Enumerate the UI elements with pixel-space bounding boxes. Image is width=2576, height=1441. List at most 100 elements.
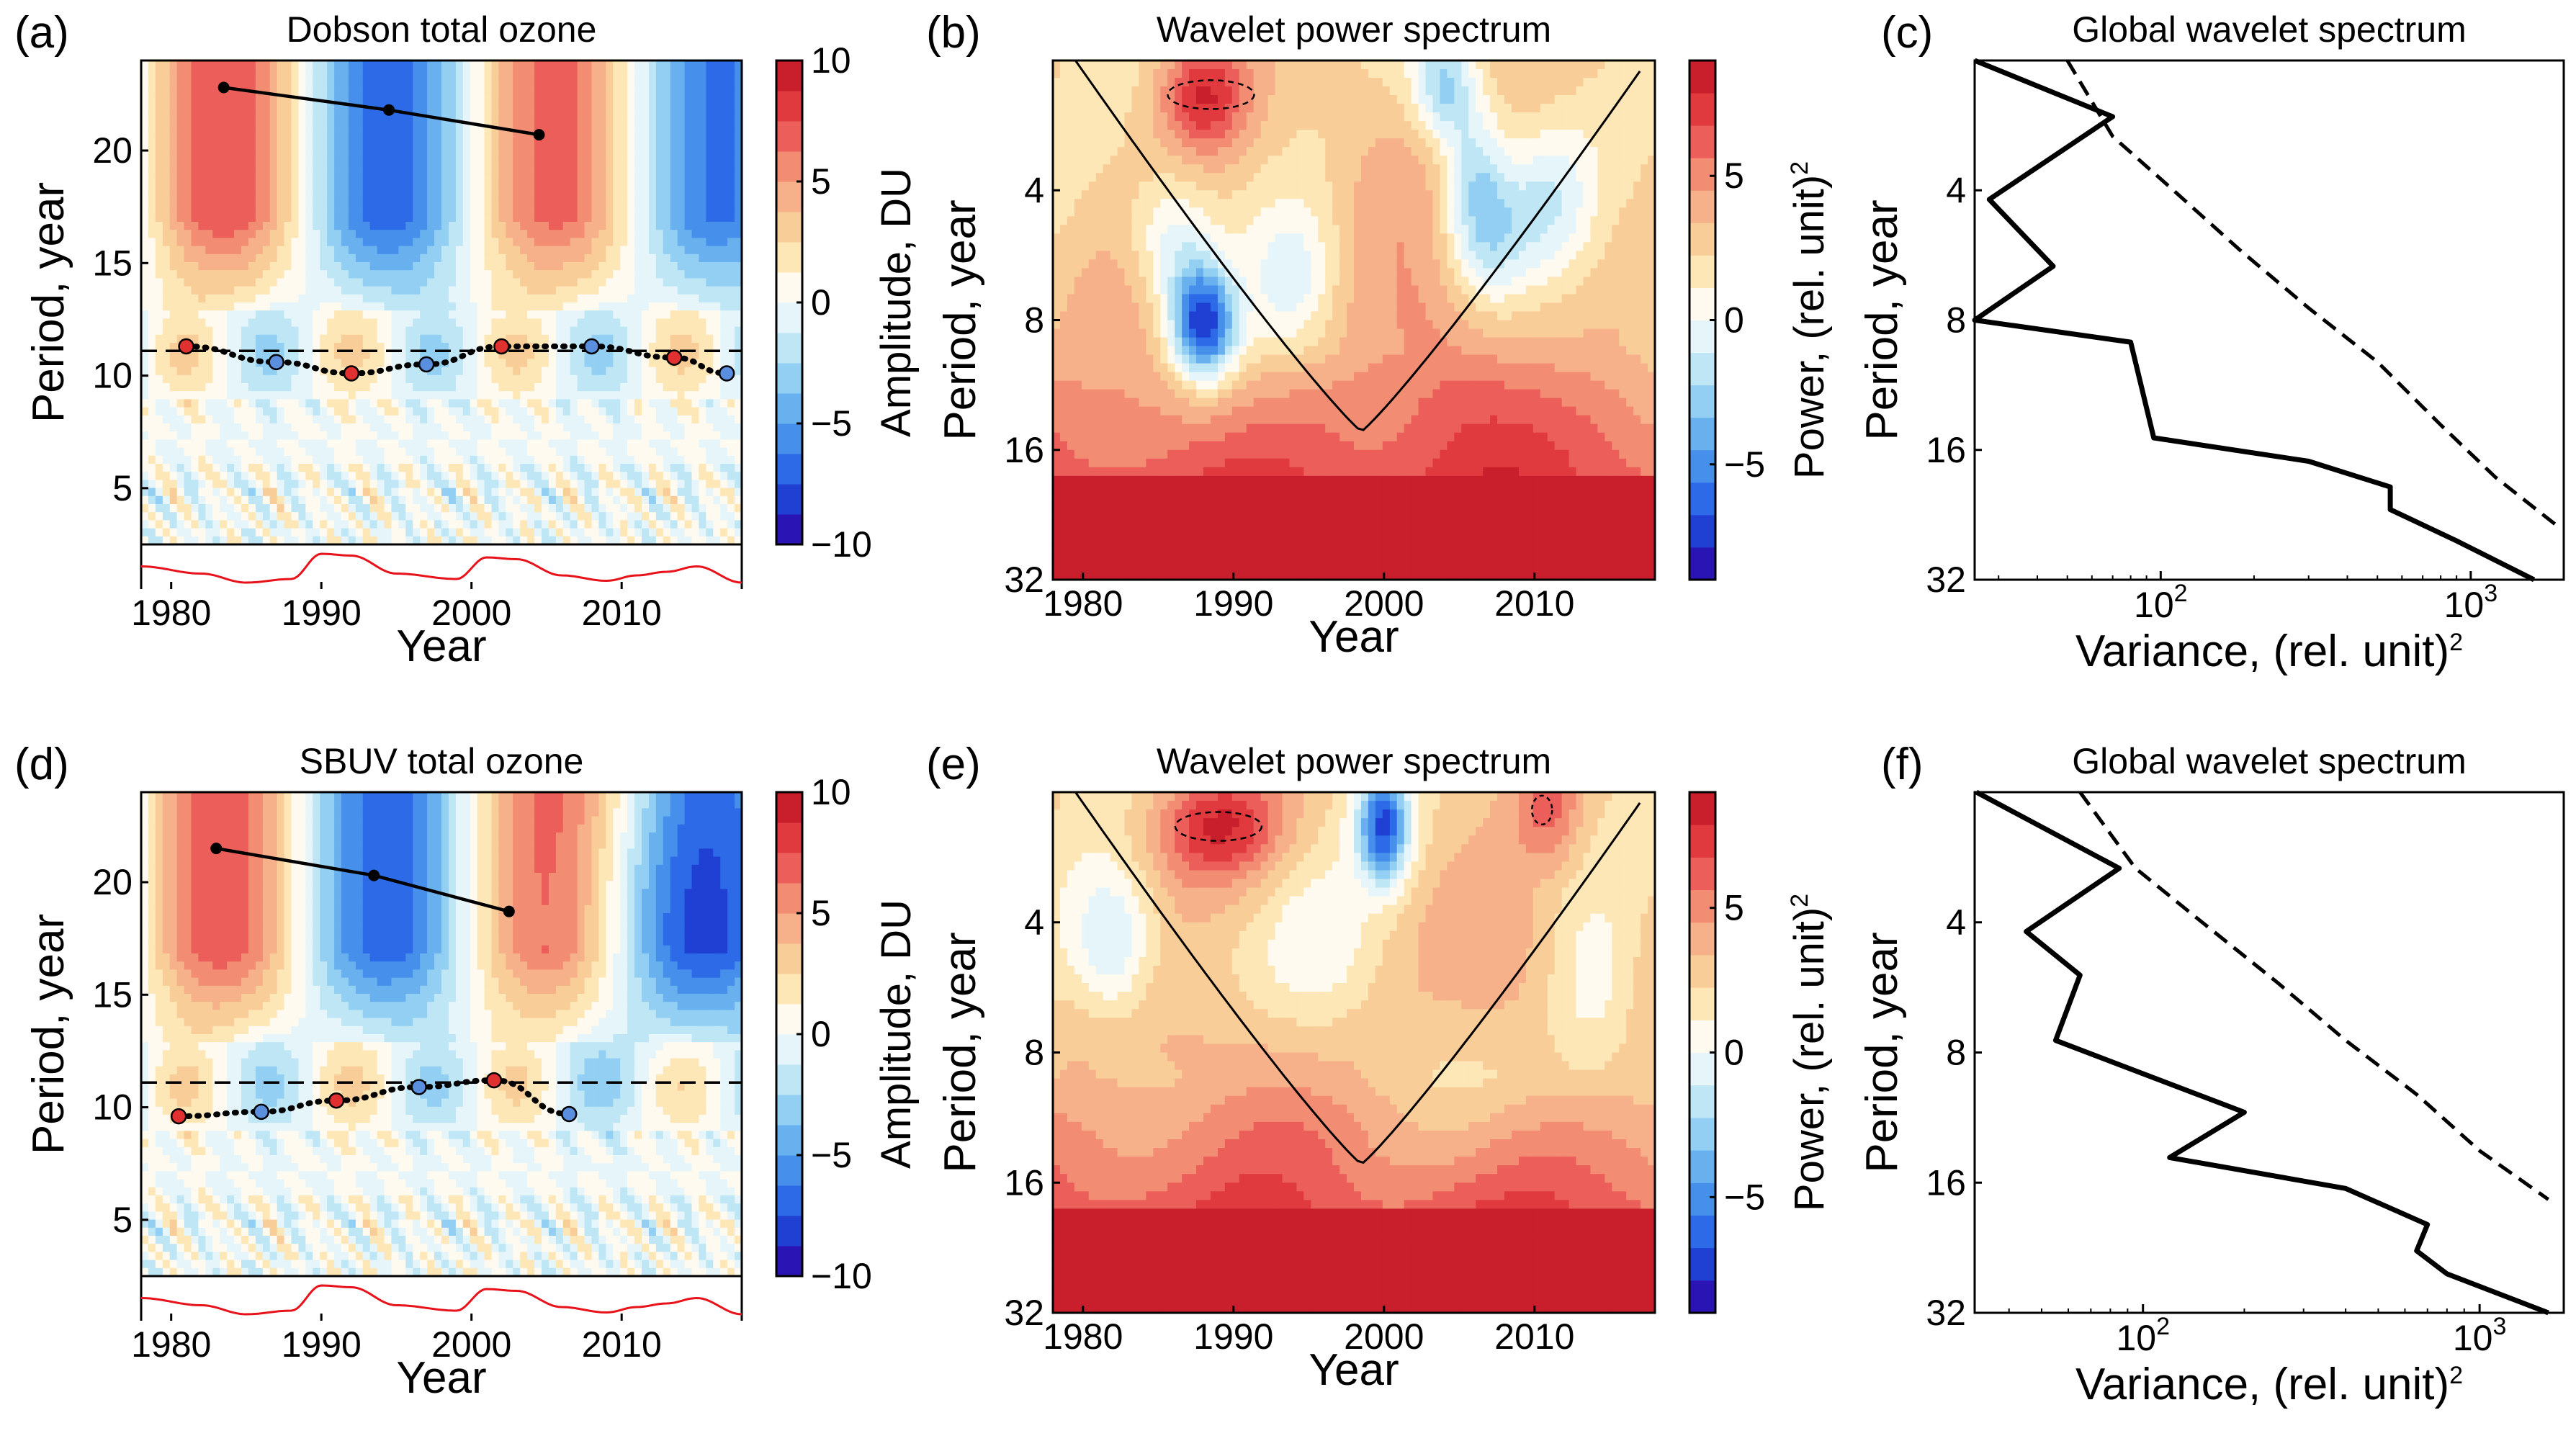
heatmap-cell	[284, 455, 292, 464]
heatmap-cell	[720, 407, 728, 416]
heatmap-cell	[477, 213, 485, 223]
heatmap-cell	[413, 334, 421, 344]
heatmap-cell	[527, 253, 535, 263]
heatmap-cell	[420, 455, 428, 464]
heatmap-cell	[691, 165, 700, 174]
heatmap-cell	[198, 149, 206, 158]
heatmap-cell	[713, 423, 721, 432]
heatmap-cell	[241, 278, 249, 287]
heatmap-cell	[341, 189, 349, 198]
heatmap-cell	[298, 407, 306, 416]
heatmap-cell	[562, 189, 571, 198]
heatmap-cell	[591, 165, 600, 174]
heatmap-cell	[584, 464, 593, 472]
heatmap-cell	[577, 141, 585, 150]
heatmap-cell	[484, 109, 493, 117]
heatmap-cell	[341, 407, 349, 416]
heatmap-cell	[735, 84, 742, 94]
heatmap-cell	[291, 286, 300, 295]
heatmap-cell	[176, 528, 185, 537]
heatmap-cell	[334, 141, 342, 150]
heatmap-cell	[348, 415, 356, 424]
heatmap-cell	[477, 157, 485, 166]
heatmap-cell	[520, 141, 528, 150]
heatmap-cell	[598, 189, 606, 198]
heatmap-cell	[520, 294, 528, 303]
heatmap-cell	[613, 109, 621, 117]
heatmap-cell	[677, 520, 686, 529]
heatmap-cell	[341, 512, 349, 521]
heatmap-cell	[341, 84, 349, 94]
heatmap-cell	[548, 197, 557, 207]
heatmap-cell	[141, 326, 149, 336]
heatmap-cell	[634, 439, 642, 449]
heatmap-cell	[377, 326, 385, 336]
heatmap-cell	[591, 455, 600, 464]
heatmap-cell	[205, 181, 213, 190]
heatmap-cell	[620, 294, 628, 303]
heatmap-cell	[498, 310, 506, 319]
heatmap-cell	[548, 367, 557, 376]
heatmap-cell	[298, 246, 306, 255]
heatmap-cell	[598, 439, 606, 449]
heatmap-cell	[670, 326, 678, 336]
heatmap-cell	[176, 222, 185, 230]
heatmap-cell	[220, 423, 228, 432]
heatmap-cell	[498, 262, 506, 271]
heatmap-cell	[555, 205, 564, 215]
heatmap-cell	[305, 84, 313, 94]
heatmap-cell	[148, 286, 156, 295]
heatmap-cell	[527, 101, 535, 109]
heatmap-cell	[334, 383, 342, 392]
heatmap-cell	[434, 205, 442, 215]
heatmap-cell	[620, 495, 628, 505]
heatmap-cell	[470, 504, 478, 513]
heatmap-cell	[341, 504, 349, 513]
heatmap-cell	[670, 415, 678, 424]
heatmap-cell	[648, 60, 657, 69]
heatmap-cell	[498, 536, 506, 545]
heatmap-cell	[684, 318, 693, 328]
heatmap-cell	[391, 504, 400, 513]
heatmap-cell	[420, 351, 428, 359]
heatmap-cell	[655, 157, 664, 166]
heatmap-cell	[398, 125, 406, 134]
heatmap-cell	[448, 423, 457, 432]
heatmap-cell	[369, 125, 378, 134]
heatmap-cell	[298, 253, 306, 263]
heatmap-cell	[262, 431, 271, 440]
heatmap-cell	[506, 367, 513, 376]
heatmap-cell	[413, 310, 421, 319]
heatmap-cell	[169, 407, 178, 416]
heatmap-cell	[498, 84, 506, 94]
heatmap-cell	[176, 407, 185, 416]
heatmap-cell	[384, 117, 392, 126]
heatmap-cell	[327, 109, 335, 117]
heatmap-cell	[405, 399, 413, 408]
heatmap-cell	[591, 407, 600, 416]
heatmap-cell	[355, 472, 364, 480]
heatmap-cell	[248, 246, 256, 255]
heatmap-cell	[663, 415, 671, 424]
heatmap-cell	[520, 383, 528, 392]
heatmap-cell	[434, 76, 442, 86]
heatmap-cell	[562, 205, 571, 215]
heatmap-cell	[634, 181, 642, 190]
heatmap-cell	[234, 359, 242, 368]
heatmap-cell	[320, 262, 328, 271]
heatmap-cell	[420, 286, 428, 295]
heatmap-cell	[727, 528, 735, 537]
heatmap-cell	[191, 326, 199, 336]
heatmap-cell	[534, 117, 542, 126]
heatmap-cell	[670, 407, 678, 416]
heatmap-cell	[420, 181, 428, 190]
heatmap-cell	[534, 351, 542, 359]
heatmap-cell	[241, 359, 249, 368]
heatmap-cell	[520, 334, 528, 344]
heatmap-cell	[355, 399, 364, 408]
heatmap-cell	[155, 431, 163, 440]
heatmap-cell	[234, 318, 242, 328]
heatmap-cell	[198, 326, 206, 336]
heatmap-cell	[348, 439, 356, 449]
heatmap-cell	[627, 60, 635, 69]
